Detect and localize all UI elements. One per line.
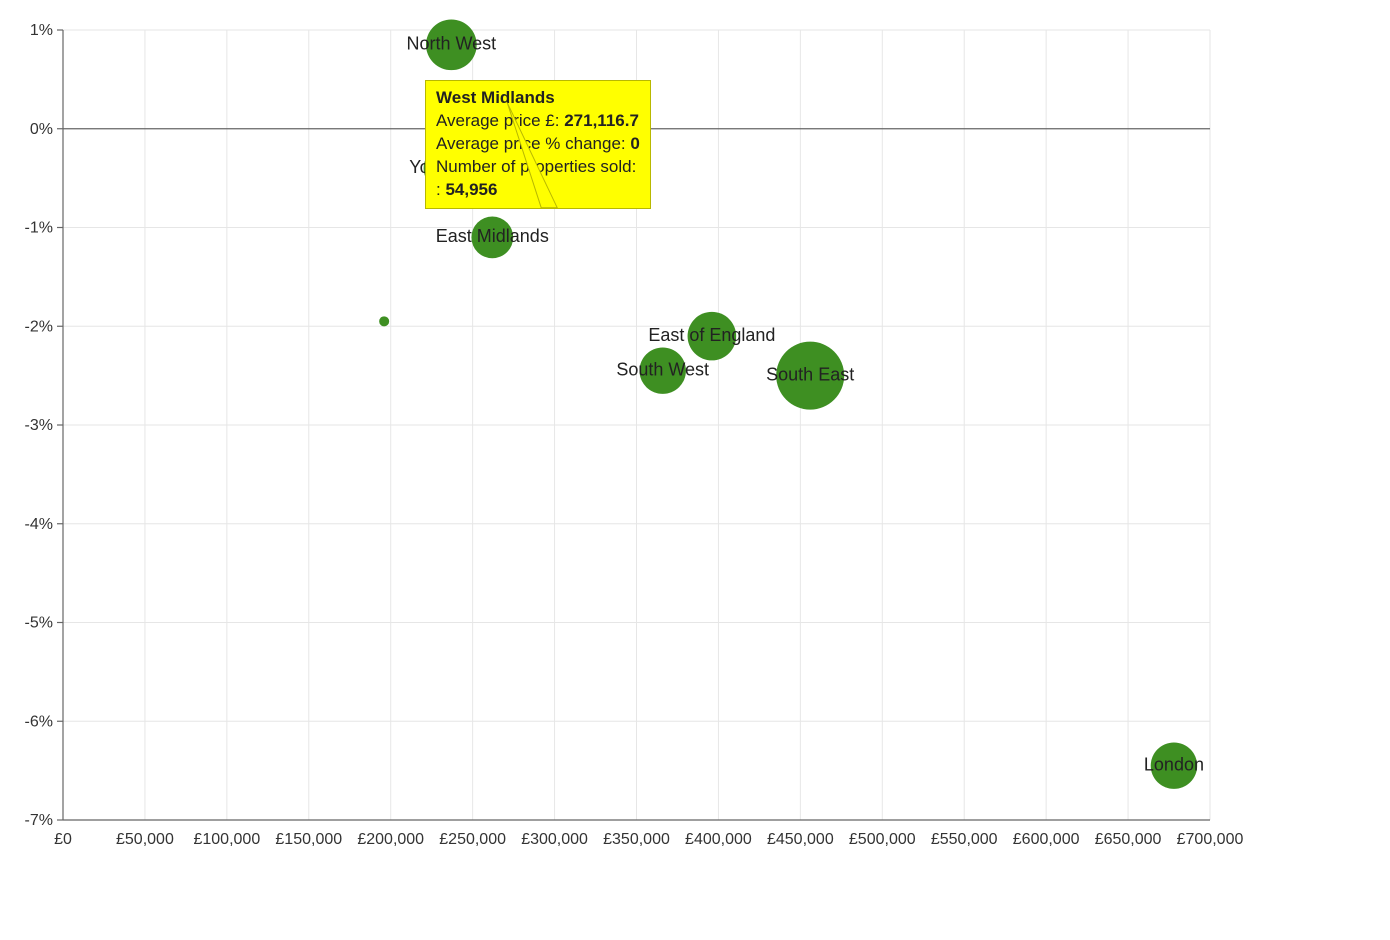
x-tick-label: £450,000 [767,831,834,848]
tooltip-row-3-value: 54,956 [445,180,497,199]
tooltip-row-1-value: 0 [630,134,639,153]
y-tick-label: -7% [25,812,53,829]
x-tick-label: £650,000 [1095,831,1162,848]
x-tick-label: £250,000 [439,831,506,848]
x-tick-label: £500,000 [849,831,916,848]
tooltip-row-1-label: Average price % change: [436,134,630,153]
y-tick-label: 0% [30,121,53,138]
bubble-scatter-chart: £0 £50,000 £100,000 £150,000 £200,000 £250,00… [0,0,1390,940]
chart-svg: £0 £50,000 £100,000 £150,000 £200,000 £250,00… [0,0,1390,940]
bubble-label-london: London [1144,754,1204,774]
x-tick-label: £550,000 [931,831,998,848]
x-tick-label: £600,000 [1013,831,1080,848]
x-tick-label: £700,000 [1177,831,1244,848]
y-tick-label: -6% [25,713,53,730]
x-tick-label: £150,000 [275,831,342,848]
y-tick-label: -4% [25,516,53,533]
tooltip-row-2-label: Number of properties sold: [436,157,636,176]
bubble-label-south-east: South East [766,364,854,384]
x-tick-label: £350,000 [603,831,670,848]
x-tick-label: £200,000 [357,831,424,848]
x-tick-label: £400,000 [685,831,752,848]
tooltip-row-0-label: Average price £: [436,111,564,130]
y-tick-label: -3% [25,417,53,434]
y-tick-label: -2% [25,318,53,335]
x-tick-label: £300,000 [521,831,588,848]
y-tick-label: -1% [25,220,53,237]
bubble-label-south-west: South West [616,359,709,379]
bubble-label-east-midlands: East Midlands [436,226,549,246]
bubble-label-east-of-england: East of England [648,325,775,345]
x-tick-label: £0 [54,831,72,848]
x-tick-label: £50,000 [116,831,174,848]
tooltip-title: West Midlands [436,88,555,107]
y-tick-label: -5% [25,615,53,632]
bubble-label-north-west: North West [406,34,496,54]
x-tick-label: £100,000 [193,831,260,848]
tooltip-row-0-value: 271,116.7 [564,111,639,130]
tooltip: West Midlands Average price £: 271,116.7… [425,80,651,209]
y-tick-label: 1% [30,22,53,39]
bubble-unlabeled-small[interactable] [379,316,389,326]
